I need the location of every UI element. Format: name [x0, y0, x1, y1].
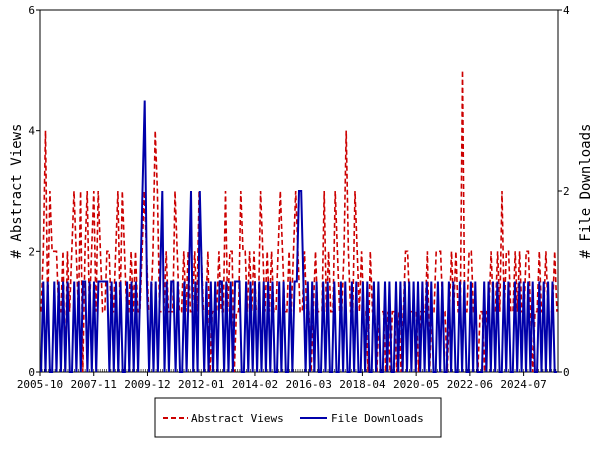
y-right-tick-label: 0: [563, 366, 570, 379]
x-tick-label: 2007-11: [71, 378, 117, 391]
y-axis-left-title: # Abstract Views: [9, 124, 25, 259]
x-tick-label: 2022-06: [447, 378, 493, 391]
y-right-tick-label: 4: [563, 4, 570, 17]
x-tick-label: 2012-01: [178, 378, 224, 391]
y-left-tick-label: 6: [28, 4, 35, 17]
y-left-tick-label: 0: [28, 366, 35, 379]
y-axis-right-title: # File Downloads: [578, 124, 594, 259]
y-left-tick-label: 4: [28, 125, 35, 138]
left-y-axis: 0 2 4 6: [28, 4, 40, 379]
y-left-tick-label: 2: [28, 245, 35, 258]
x-tick-label: 2005-10: [17, 378, 63, 391]
legend-label-file-downloads: File Downloads: [331, 412, 424, 425]
x-axis: 2005-10 2007-11 2009-12 2012-01 2014-02 2016-…: [17, 372, 547, 391]
x-tick-label: 2016-03: [285, 378, 331, 391]
series-line-file-downloads: [40, 100, 557, 373]
right-y-axis: 0 2 4: [558, 4, 570, 379]
y-right-tick-label: 2: [563, 185, 570, 198]
legend-box: [154, 397, 442, 438]
x-tick-label: 2009-12: [124, 378, 170, 391]
x-tick-label: 2020-05: [393, 378, 439, 391]
legend: Abstract Views File Downloads: [154, 397, 442, 438]
legend-label-abstract-views: Abstract Views: [191, 412, 284, 425]
x-tick-label: 2024-07: [500, 378, 546, 391]
x-tick-label: 2014-02: [232, 378, 278, 391]
x-tick-label: 2018-04: [339, 378, 386, 391]
series-line-abstract-views: [40, 70, 558, 373]
